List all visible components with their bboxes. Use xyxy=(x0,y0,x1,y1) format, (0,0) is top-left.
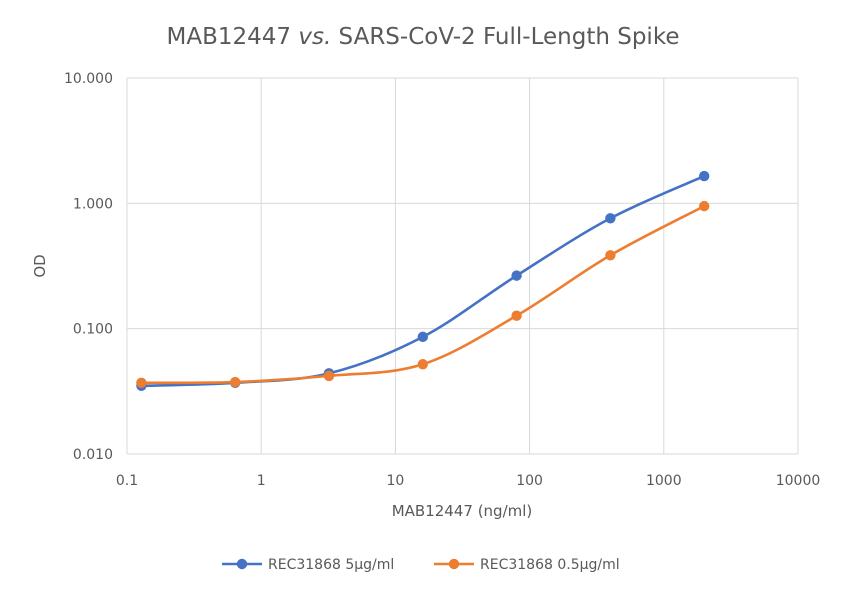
series-group xyxy=(136,170,710,392)
legend: REC31868 5µg/ml REC31868 0.5µg/ml xyxy=(222,557,620,573)
legend-marker xyxy=(448,558,460,570)
legend-label: REC31868 0.5µg/ml xyxy=(480,557,620,573)
series-point xyxy=(605,213,616,224)
series-line xyxy=(140,204,706,385)
legend-item: REC31868 5µg/ml xyxy=(222,557,394,573)
legend-item: REC31868 0.5µg/ml xyxy=(434,557,620,573)
y-tick-label: 0.010 xyxy=(73,447,113,463)
x-tick-label: 10 xyxy=(386,473,404,489)
x-tick-label: 100 xyxy=(516,473,543,489)
x-tick-label: 1 xyxy=(257,473,266,489)
series-point xyxy=(323,370,335,382)
chart-title-main: MAB12447 xyxy=(167,24,299,50)
y-axis-label: OD xyxy=(31,254,49,277)
chart-title-italic: vs. xyxy=(298,24,331,50)
series-point xyxy=(229,376,241,388)
series-1 xyxy=(136,170,710,392)
x-tick-label: 10000 xyxy=(776,473,821,489)
series-point xyxy=(511,310,522,321)
grid xyxy=(126,77,799,455)
x-axis-label: MAB12447 (ng/ml) xyxy=(392,502,533,520)
series-line xyxy=(140,174,706,388)
x-tick-label: 1000 xyxy=(646,473,682,489)
tick-labels: 0.1 1 10 100 1000 10000 0.010 0.100 1.000 10.000 xyxy=(64,71,820,489)
series-point xyxy=(417,331,428,343)
y-tick-label: 10.000 xyxy=(64,71,113,87)
series-point xyxy=(698,200,710,212)
series-point xyxy=(511,270,522,281)
chart-title: MAB12447 vs. SARS-CoV-2 Full-Length Spik… xyxy=(167,24,680,50)
legend-marker xyxy=(236,558,248,570)
y-tick-label: 0.100 xyxy=(73,322,113,338)
x-tick-label: 0.1 xyxy=(116,473,138,489)
legend-label: REC31868 5µg/ml xyxy=(268,557,394,573)
series-point xyxy=(417,359,428,370)
series-point xyxy=(136,377,147,388)
y-tick-label: 1.000 xyxy=(73,196,113,212)
chart-title-rest: SARS-CoV-2 Full-Length Spike xyxy=(331,24,679,50)
series-point xyxy=(605,250,616,261)
series-2 xyxy=(136,200,710,388)
series-point xyxy=(698,170,710,182)
